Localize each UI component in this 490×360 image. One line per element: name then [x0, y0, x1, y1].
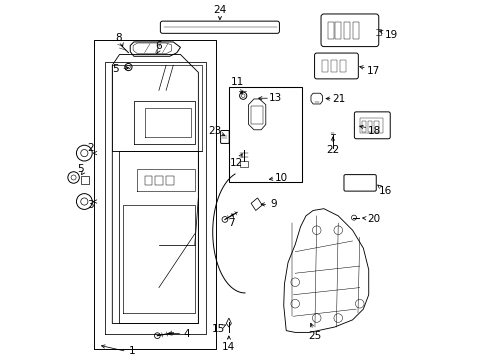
Bar: [368, 121, 372, 132]
Bar: [360, 118, 383, 134]
Bar: [335, 22, 342, 39]
Bar: [145, 176, 152, 185]
Bar: [166, 176, 174, 185]
Text: 11: 11: [230, 77, 244, 87]
Text: 19: 19: [384, 30, 397, 40]
Text: 16: 16: [379, 186, 392, 196]
Text: 12: 12: [230, 158, 243, 168]
Bar: [340, 60, 346, 72]
Bar: [343, 22, 350, 39]
Bar: [322, 60, 328, 72]
Text: 25: 25: [308, 331, 321, 341]
Text: 10: 10: [275, 173, 288, 183]
Bar: [362, 121, 366, 132]
Bar: [328, 22, 334, 39]
Text: 6: 6: [155, 41, 162, 51]
Text: 15: 15: [212, 324, 225, 334]
Bar: [155, 176, 163, 185]
Text: 3: 3: [88, 200, 94, 210]
Text: 8: 8: [116, 33, 122, 43]
Text: 7: 7: [228, 218, 235, 228]
Text: 2: 2: [88, 143, 94, 153]
Text: 22: 22: [326, 145, 340, 155]
Text: 4: 4: [184, 329, 190, 339]
Bar: [374, 121, 379, 132]
Bar: [229, 87, 302, 182]
Text: 18: 18: [368, 126, 381, 135]
Bar: [240, 161, 248, 167]
Text: 1: 1: [129, 346, 135, 356]
Text: 13: 13: [269, 93, 282, 103]
Text: 24: 24: [213, 5, 226, 15]
Bar: [331, 60, 337, 72]
Text: 5: 5: [77, 163, 83, 174]
Bar: [251, 107, 263, 125]
Text: 21: 21: [332, 94, 345, 104]
Text: 20: 20: [367, 215, 380, 224]
Text: 23: 23: [208, 126, 221, 135]
Bar: [353, 22, 359, 39]
Text: 9: 9: [270, 199, 277, 210]
Text: 14: 14: [222, 342, 236, 352]
Text: 17: 17: [367, 66, 380, 76]
Text: 5: 5: [113, 64, 119, 74]
Bar: [81, 176, 89, 184]
